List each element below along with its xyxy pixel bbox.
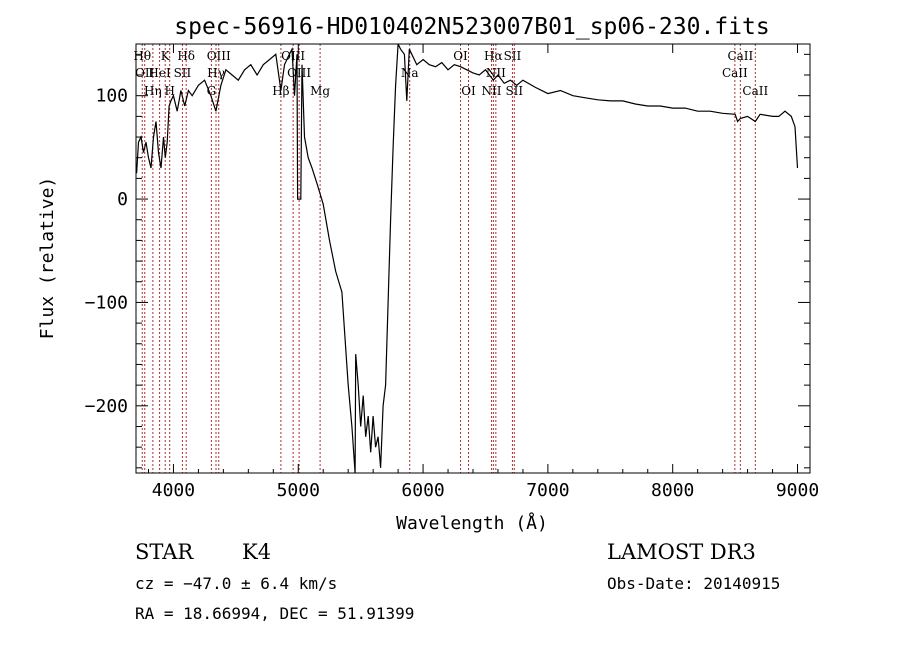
plot-frame: [135, 43, 811, 474]
x-axis-ticks: 4000 5000 6000 7000 8000 9000: [147, 44, 819, 501]
x-tick-label: 8000: [651, 480, 694, 501]
marker-label: Hη: [144, 84, 162, 98]
x-tick-label: 4000: [152, 480, 195, 501]
x-tick-label: 7000: [526, 480, 569, 501]
coordinates-readout: RA = 18.66994, DEC = 51.91399: [135, 604, 414, 623]
marker-label: SII: [504, 49, 522, 63]
object-class: STAR: [135, 540, 194, 564]
marker-label: Hα: [484, 49, 503, 63]
y-tick-label: −200: [85, 396, 128, 417]
marker-label: Na: [401, 66, 419, 80]
marker-label: NII: [481, 84, 501, 98]
x-axis-label: Wavelength (Å): [396, 512, 548, 534]
y-tick-label: 100: [95, 86, 128, 107]
x-tick-label: 6000: [401, 480, 444, 501]
marker-label: OIII: [281, 49, 305, 63]
x-tick-label: 9000: [776, 480, 819, 501]
marker-label: CaII: [722, 66, 748, 80]
marker-label: CaII: [742, 84, 768, 98]
marker-label: Hθ: [133, 49, 151, 63]
marker-label: Hδ: [177, 49, 195, 63]
x-tick-label: 5000: [277, 480, 320, 501]
marker-label: SII: [174, 66, 192, 80]
marker-label: HeI: [148, 66, 171, 80]
marker-label: G: [207, 84, 217, 98]
marker-label: K: [161, 49, 171, 63]
survey-name: LAMOST DR3: [607, 540, 756, 564]
marker-label: CaII: [727, 49, 753, 63]
object-subclass: K4: [242, 540, 271, 564]
chart-title: spec-56916-HD010402N523007B01_sp06-230.f…: [174, 14, 769, 40]
marker-label: Hγ: [207, 66, 225, 80]
y-tick-label: 0: [117, 189, 128, 210]
marker-label: OI: [453, 49, 468, 63]
obs-date: Obs-Date: 20140915: [607, 574, 780, 593]
marker-label: OIII: [287, 66, 311, 80]
y-axis-label: Flux (relative): [37, 177, 58, 340]
spectral-line-labels: HθOIIHηHeIKHSIIHδGHγOIIIHβOIIIOIIIMgNaOI…: [133, 49, 768, 98]
marker-label: Mg: [310, 84, 330, 98]
marker-label: OI: [461, 84, 476, 98]
y-axis-ticks: −200 −100 0 100: [85, 53, 810, 469]
marker-label: H: [164, 84, 174, 98]
marker-label: OIII: [207, 49, 231, 63]
marker-label: OII: [135, 66, 155, 80]
y-tick-label: −100: [85, 292, 128, 313]
redshift-readout: cz = −47.0 ± 6.4 km/s: [135, 574, 337, 593]
marker-label: SII: [505, 84, 523, 98]
spectral-line-markers: [141, 44, 756, 473]
marker-label: Hβ: [272, 84, 289, 98]
spectrum-line: [136, 44, 799, 473]
